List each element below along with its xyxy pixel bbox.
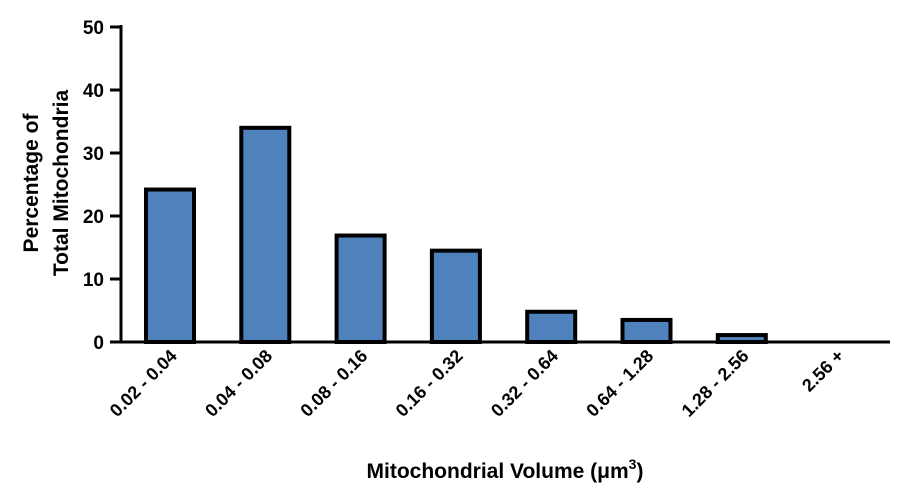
x-tick-labels-group: 0.02 - 0.04 0.04 - 0.08 0.08 - 0.16 0.16 - …	[106, 346, 848, 421]
x-tick-label-1: 0.04 - 0.08	[201, 346, 276, 421]
bar-4	[525, 309, 578, 345]
y-ticks-group: 0 10 20 30 40 50	[83, 18, 121, 354]
y-tick-label-3: 30	[83, 144, 104, 165]
y-tick-label-2: 20	[83, 207, 104, 228]
bar-5	[620, 317, 673, 345]
x-tick-label-7: 2.56 +	[798, 346, 848, 396]
x-axis-title-text: Mitochondrial Volume (μm	[367, 460, 629, 483]
bars-group	[144, 125, 768, 345]
bar-2	[334, 233, 387, 344]
y-tick-label-0: 0	[93, 333, 104, 354]
y-tick-label-5: 50	[83, 18, 104, 39]
x-tick-label-5: 0.64 - 1.28	[582, 346, 657, 421]
x-axis-title: Mitochondrial Volume (μm3)	[367, 456, 644, 483]
y-axis-title-line-2: Total Mitochondria	[50, 90, 73, 277]
bar-1	[239, 125, 292, 344]
y-axis-title-line-1: Percentage of	[20, 113, 43, 253]
bar-0	[144, 187, 196, 344]
x-tick-label-6: 1.28 - 2.56	[678, 346, 753, 421]
y-tick-label-4: 40	[83, 81, 104, 102]
y-axis-title: Percentage of Total Mitochondria	[20, 90, 73, 277]
x-tick-label-3: 0.16 - 0.32	[392, 346, 467, 421]
x-tick-label-4: 0.32 - 0.64	[487, 346, 562, 421]
x-axis-title-superscript: 3	[629, 456, 637, 472]
y-tick-label-1: 10	[83, 270, 104, 291]
x-axis-title-end: )	[636, 460, 643, 483]
x-tick-label-2: 0.08 - 0.16	[296, 346, 371, 421]
bar-3	[429, 248, 482, 344]
x-tick-label-0: 0.02 - 0.04	[106, 346, 181, 421]
